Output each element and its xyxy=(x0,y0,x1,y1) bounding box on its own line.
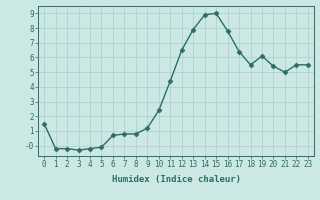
X-axis label: Humidex (Indice chaleur): Humidex (Indice chaleur) xyxy=(111,175,241,184)
